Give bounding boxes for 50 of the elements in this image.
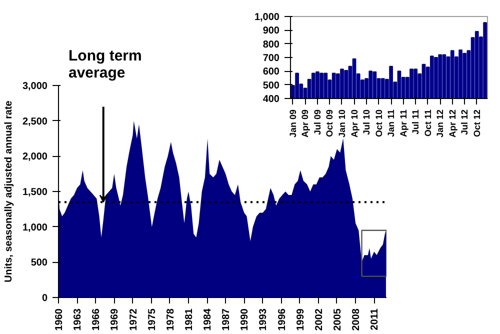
x-tick-label: Jan 10	[337, 109, 347, 138]
y-tick-label: 2,000	[22, 152, 48, 163]
y-tick-label: 800	[262, 39, 280, 50]
y-tick-label: 1,000	[254, 12, 280, 23]
y-tick-label: 0	[42, 293, 48, 304]
x-tick-label: Apr 11	[398, 110, 408, 138]
y-tick-label: 2,500	[22, 116, 48, 128]
y-tick-label: 500	[262, 80, 280, 92]
x-tick-label: Jan 12	[435, 109, 446, 138]
x-tick-label: 1993	[258, 308, 270, 331]
x-tick-label: 1999	[295, 308, 306, 331]
x-tick-label: 1978	[165, 308, 176, 331]
x-tick-label: 2008	[351, 308, 362, 331]
x-tick-label: 1975	[146, 308, 158, 331]
x-tick-label: 2005	[332, 308, 344, 331]
x-tick-label: 1966	[91, 308, 102, 331]
x-tick-label: 1987	[221, 308, 232, 331]
x-tick-label: 1996	[276, 308, 288, 331]
x-tick-label: 1981	[184, 308, 195, 331]
x-tick-label: 1960	[54, 308, 65, 331]
y-tick-label: 600	[262, 66, 280, 78]
x-tick-label: Jul 09	[312, 110, 322, 136]
x-tick-label: Jan 09	[288, 109, 298, 138]
y-axis-title: Units, seasonally adjusted annual rate	[3, 100, 14, 282]
y-tick-label: 500	[30, 258, 48, 269]
x-tick-label: Oct 09	[324, 110, 335, 138]
x-tick-label: Oct 10	[374, 110, 384, 138]
x-tick-label: 1972	[128, 308, 140, 331]
x-tick-label: Apr 10	[349, 109, 360, 138]
x-tick-label: Jan 11	[386, 109, 396, 138]
x-tick-label: 1990	[240, 308, 251, 331]
x-tick-label: Oct 11	[422, 109, 433, 137]
text: Long term average	[68, 48, 142, 82]
x-tick-label: Apr 09	[300, 109, 310, 138]
y-tick-label: 900	[262, 26, 280, 37]
y-tick-label: 400	[262, 94, 280, 105]
y-tick-label: 700	[262, 53, 280, 64]
y-tick-label: 3,000	[22, 81, 48, 92]
y-tick-label: 1,000	[22, 222, 48, 234]
x-tick-label: 1963	[72, 308, 84, 331]
x-tick-label: Jul 10	[362, 110, 372, 136]
x-tick-label: 2002	[314, 308, 325, 331]
x-tick-label: 1984	[202, 308, 214, 331]
x-tick-label: 2011	[370, 308, 381, 330]
y-tick-label: 1,500	[22, 187, 48, 198]
x-tick-label: 1969	[110, 308, 121, 331]
x-tick-label: Oct 12	[472, 110, 482, 138]
x-tick-label: Apr 12	[447, 109, 458, 138]
x-tick-label: Jul 12	[460, 110, 470, 136]
x-tick-label: Jul 11	[410, 109, 421, 135]
